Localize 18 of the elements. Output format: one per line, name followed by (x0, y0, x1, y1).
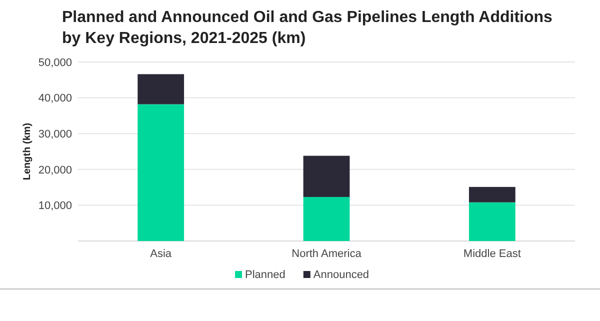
bar (138, 104, 184, 241)
chart-title: Planned and Announced Oil and Gas Pipelines Length Additions by Key Regions, 2021-2025 (km) (62, 9, 553, 47)
y-tick-label: 30,000 (38, 128, 72, 140)
x-tick-label: Asia (150, 248, 172, 260)
bar (138, 74, 184, 104)
x-tick-label: Middle East (463, 248, 521, 260)
legend-label: Planned (245, 269, 286, 281)
x-tick-label: North America (292, 248, 362, 260)
y-tick-label: 50,000 (38, 56, 72, 69)
bar (303, 196, 350, 241)
bar (468, 186, 516, 202)
y-tick-label: 40,000 (38, 92, 72, 105)
bar (303, 156, 350, 197)
y-axis-title: Length (km) (22, 122, 33, 180)
legend-label: Announced (313, 269, 370, 281)
bar (468, 202, 516, 241)
y-tick-label: 10,000 (38, 200, 72, 212)
y-tick-label: 20,000 (38, 164, 72, 176)
